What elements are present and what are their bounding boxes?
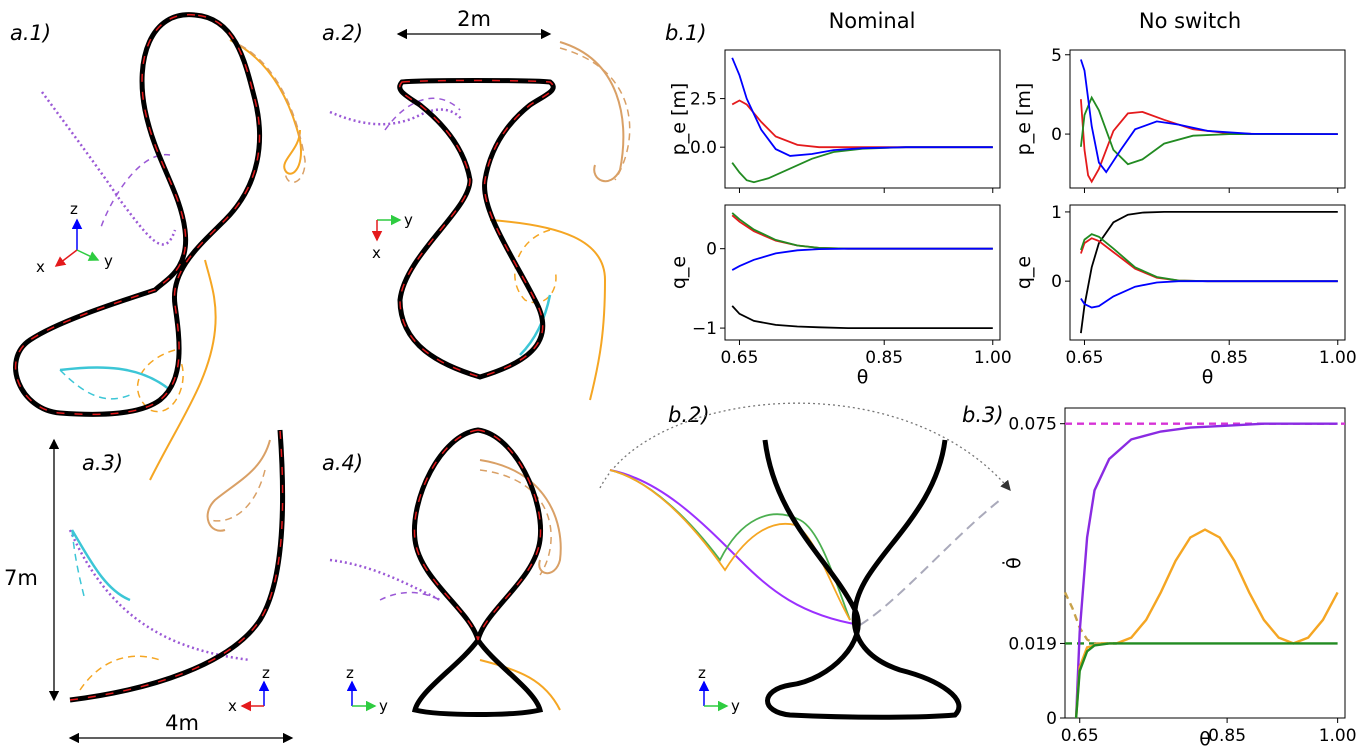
dimension-7m-label: 7m <box>4 566 38 590</box>
dimension-4m-label: 4m <box>165 711 199 735</box>
b1-nominal-qe-series-black-3 <box>731 305 993 329</box>
b1-noswitch-qe-xlabel: θ <box>1202 366 1214 388</box>
b1-noswitch-pe-series-red-0 <box>1080 99 1338 184</box>
b1-nominal-qe-ylabel: q_e <box>668 256 690 289</box>
b1-noswitch-qe-series-red-1 <box>1080 237 1338 283</box>
triad-a2: y x <box>371 211 413 262</box>
b1-nominal-qe-xtick-0: 0.65 <box>721 348 759 368</box>
b3-thetadot-series-purple-3 <box>1074 422 1338 719</box>
b1-nominal-pe-series-green-1 <box>731 146 993 184</box>
b1-nominal-qe-xlabel: θ <box>857 366 869 388</box>
triad-a2-x: x <box>372 244 381 262</box>
b3-thetadot-xtick-0: 0.65 <box>1061 726 1099 746</box>
dimension-7m: 7m <box>4 438 60 702</box>
b1-noswitch-qe-xtick-1: 0.85 <box>1210 348 1248 368</box>
trajectory-a1 <box>13 12 306 481</box>
b1-noswitch-qe-xtick-2: 1.00 <box>1319 348 1357 368</box>
b1-nominal-qe-series-red-0 <box>731 214 993 250</box>
chart-b1-nominal-qe: 0 −10.65 0.85 1.00 q_e θ <box>668 204 1012 388</box>
b1-nominal-qe-series-green-1 <box>731 212 993 250</box>
b3-thetadot-series-green-5 <box>1074 642 1338 719</box>
label-a4: a.4) <box>322 451 363 475</box>
triad-b2: z y <box>698 664 740 715</box>
b3-thetadot-ylabel: θ̇ <box>1001 557 1025 569</box>
b1-nominal-pe-ylabel: p_e [m] <box>668 83 690 156</box>
triad-b2-y: y <box>731 697 740 715</box>
b1-noswitch-pe-ytick-0: 5 <box>1051 46 1062 66</box>
b1-noswitch-pe-series-green-1 <box>1080 95 1338 166</box>
b1-nominal-qe-xtick-1: 0.85 <box>865 348 903 368</box>
label-a3: a.3) <box>82 451 123 475</box>
b1-noswitch-qe-series-black-0 <box>1080 211 1338 334</box>
b1-noswitch-qe-ytick-0: 1 <box>1051 203 1062 223</box>
label-a2: a.2) <box>322 21 363 45</box>
b1-noswitch-qe-xtick-0: 0.65 <box>1066 348 1104 368</box>
triad-a1-z: z <box>70 200 78 218</box>
trajectory-a2 <box>329 41 631 401</box>
b1-noswitch-pe-series-blue-2 <box>1080 59 1338 174</box>
triad-a4-z: z <box>346 664 354 682</box>
b3-thetadot-xtick-2: 1.00 <box>1319 726 1357 746</box>
chart-b1-noswitch-pe: 5 0 p_e [m] <box>1013 46 1346 193</box>
label-a1: a.1) <box>10 21 51 45</box>
b1-nominal-pe-series-red-0 <box>731 99 993 149</box>
triad-a1: z x y <box>36 200 113 276</box>
b1-nominal-qe-series-blue-2 <box>731 247 993 271</box>
triad-a4: z y <box>346 664 388 715</box>
trajectory-a3 <box>68 429 286 703</box>
dimension-4m: 4m <box>68 711 294 744</box>
b1-nominal-pe-ytick-0: 2.5 <box>690 90 717 110</box>
triad-a2-y: y <box>404 211 413 229</box>
triad-a3-x: x <box>228 697 237 715</box>
triad-a3-z: z <box>262 664 270 682</box>
b1-noswitch-pe-ylabel: p_e [m] <box>1013 83 1035 156</box>
chart-b1-nominal-pe: 2.5 0.0p_e [m] <box>668 49 1001 193</box>
chart-b3-thetadot: 0.075 0.019 00.65 0.85 1.00 θ̇ θ <box>1001 407 1357 747</box>
dimension-2m-label: 2m <box>457 7 491 31</box>
b1-noswitch-qe-ytick-1: 0 <box>1051 272 1062 292</box>
b3-thetadot-series-orange-4 <box>1074 528 1339 719</box>
label-b3: b.3) <box>962 403 1004 427</box>
label-b1: b.1) <box>665 21 707 45</box>
b3-thetadot-xlabel: θ <box>1199 728 1211 747</box>
b3-thetadot-series-olive-2 <box>1063 591 1102 645</box>
triad-a1-x: x <box>36 258 45 276</box>
b1-nominal-pe-ytick-1: 0.0 <box>690 138 717 158</box>
b1-nominal-qe-xtick-2: 1.00 <box>974 348 1012 368</box>
label-b2: b.2) <box>668 403 710 427</box>
b3-thetadot-xtick-1: 0.85 <box>1208 726 1246 746</box>
b1-nominal-qe-ytick-1: −1 <box>692 319 717 339</box>
triad-b2-z: z <box>698 664 706 682</box>
title-no-switch: No switch <box>1139 9 1241 33</box>
b3-thetadot-ytick-2: 0 <box>1046 709 1057 729</box>
b1-noswitch-pe-ytick-1: 0 <box>1051 125 1062 145</box>
b1-noswitch-qe-series-blue-3 <box>1080 280 1338 309</box>
triad-a1-y: y <box>104 252 113 270</box>
title-nominal: Nominal <box>829 9 916 33</box>
dimension-2m: 2m <box>396 7 552 40</box>
trajectory-a4 <box>329 427 562 717</box>
chart-b1-noswitch-qe: 1 0 0.65 0.85 1.00 q_e θ <box>1013 203 1357 388</box>
triad-a3: z x <box>228 664 270 715</box>
b1-noswitch-qe-ylabel: q_e <box>1013 256 1035 289</box>
b1-nominal-qe-ytick-0: 0 <box>706 240 717 260</box>
b3-thetadot-ytick-1: 0.019 <box>1008 634 1057 654</box>
trajectory-b2-zoom <box>599 402 1011 720</box>
triad-a4-y: y <box>379 697 388 715</box>
b1-nominal-pe-series-blue-2 <box>731 57 993 157</box>
b3-thetadot-ytick-0: 0.075 <box>1008 415 1057 435</box>
